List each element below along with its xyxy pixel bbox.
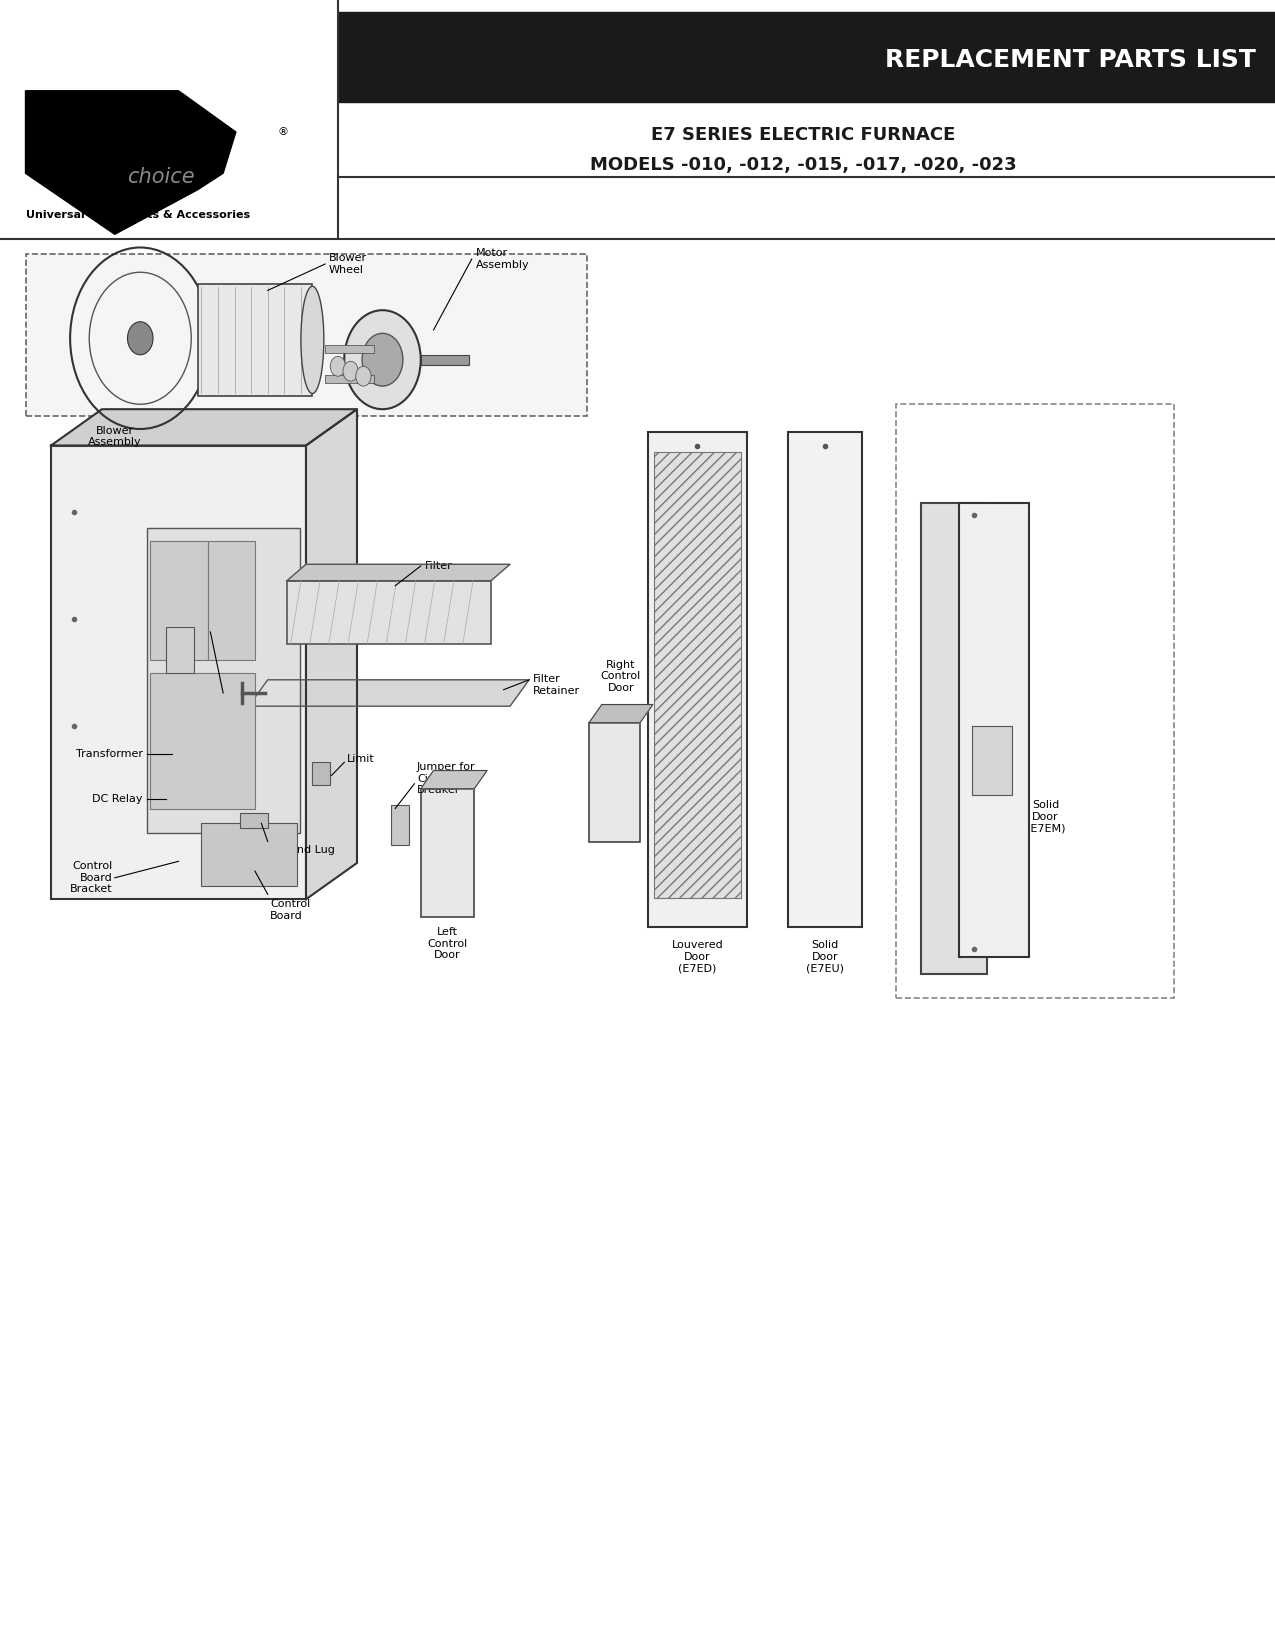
Bar — [208, 541, 255, 660]
Text: Solid
Door
(E7EM): Solid Door (E7EM) — [1026, 800, 1065, 833]
Text: E7 SERIES ELECTRIC FURNACE: E7 SERIES ELECTRIC FURNACE — [652, 127, 955, 144]
Circle shape — [330, 356, 346, 376]
Text: Ground Lug: Ground Lug — [270, 845, 335, 855]
Bar — [421, 789, 474, 917]
Text: Circuit
Breaker: Circuit Breaker — [195, 706, 238, 728]
Bar — [421, 355, 469, 365]
Bar — [312, 762, 330, 785]
Text: Motor
Assembly: Motor Assembly — [476, 248, 529, 271]
Bar — [788, 432, 862, 927]
Bar — [150, 541, 208, 660]
Bar — [654, 452, 741, 898]
Polygon shape — [421, 771, 487, 789]
Text: DC Relay: DC Relay — [92, 794, 143, 804]
Bar — [26, 254, 586, 416]
Text: Solid
Door
(E7EU): Solid Door (E7EU) — [806, 940, 844, 973]
FancyBboxPatch shape — [10, 82, 328, 238]
Polygon shape — [26, 91, 236, 234]
Text: Jumper for
Circuit
Breaker: Jumper for Circuit Breaker — [417, 762, 476, 795]
Bar — [147, 528, 300, 833]
Text: Filter: Filter — [425, 561, 453, 571]
Bar — [240, 813, 268, 828]
Bar — [972, 726, 1012, 795]
Circle shape — [356, 366, 371, 386]
Bar — [896, 404, 1174, 998]
Text: REPLACEMENT PARTS LIST: REPLACEMENT PARTS LIST — [885, 48, 1256, 73]
Bar — [150, 673, 255, 808]
Text: Transformer: Transformer — [75, 749, 143, 759]
Bar — [325, 375, 374, 383]
Circle shape — [362, 333, 403, 386]
Bar — [287, 581, 491, 644]
Text: Left
Control
Door: Left Control Door — [427, 927, 468, 960]
Text: Filter
Retainer: Filter Retainer — [533, 673, 580, 696]
Text: Control
Board
Bracket: Control Board Bracket — [70, 861, 112, 894]
Text: Blower
Wheel: Blower Wheel — [329, 252, 367, 276]
Bar — [166, 627, 194, 673]
Bar — [921, 503, 987, 974]
Bar — [589, 723, 640, 842]
Text: Blower
Assembly: Blower Assembly — [88, 426, 142, 447]
Bar — [51, 446, 306, 899]
Text: Universal HVAC Parts & Accessories: Universal HVAC Parts & Accessories — [26, 210, 250, 219]
Polygon shape — [306, 409, 357, 899]
Polygon shape — [589, 705, 653, 723]
Bar — [959, 503, 1029, 957]
Bar — [648, 432, 747, 927]
Ellipse shape — [301, 285, 324, 393]
Text: Limit: Limit — [347, 754, 375, 764]
Text: Control
Board: Control Board — [270, 899, 311, 921]
Bar — [338, 12, 1275, 102]
Polygon shape — [249, 680, 529, 706]
Text: PARTNERS: PARTNERS — [26, 130, 180, 157]
Bar — [391, 805, 409, 845]
Text: Right
Control
Door: Right Control Door — [601, 660, 641, 693]
Bar — [325, 345, 374, 353]
Circle shape — [344, 310, 421, 409]
Bar — [198, 284, 312, 396]
Text: ®: ® — [278, 127, 289, 137]
Polygon shape — [287, 564, 510, 581]
Text: MODELS -010, -012, -015, -017, -020, -023: MODELS -010, -012, -015, -017, -020, -02… — [590, 157, 1016, 173]
Circle shape — [128, 322, 153, 355]
Text: Louvered
Door
(E7ED): Louvered Door (E7ED) — [672, 940, 723, 973]
Polygon shape — [51, 409, 357, 446]
Circle shape — [343, 361, 358, 381]
Text: choice: choice — [128, 167, 195, 186]
Bar — [201, 823, 297, 886]
